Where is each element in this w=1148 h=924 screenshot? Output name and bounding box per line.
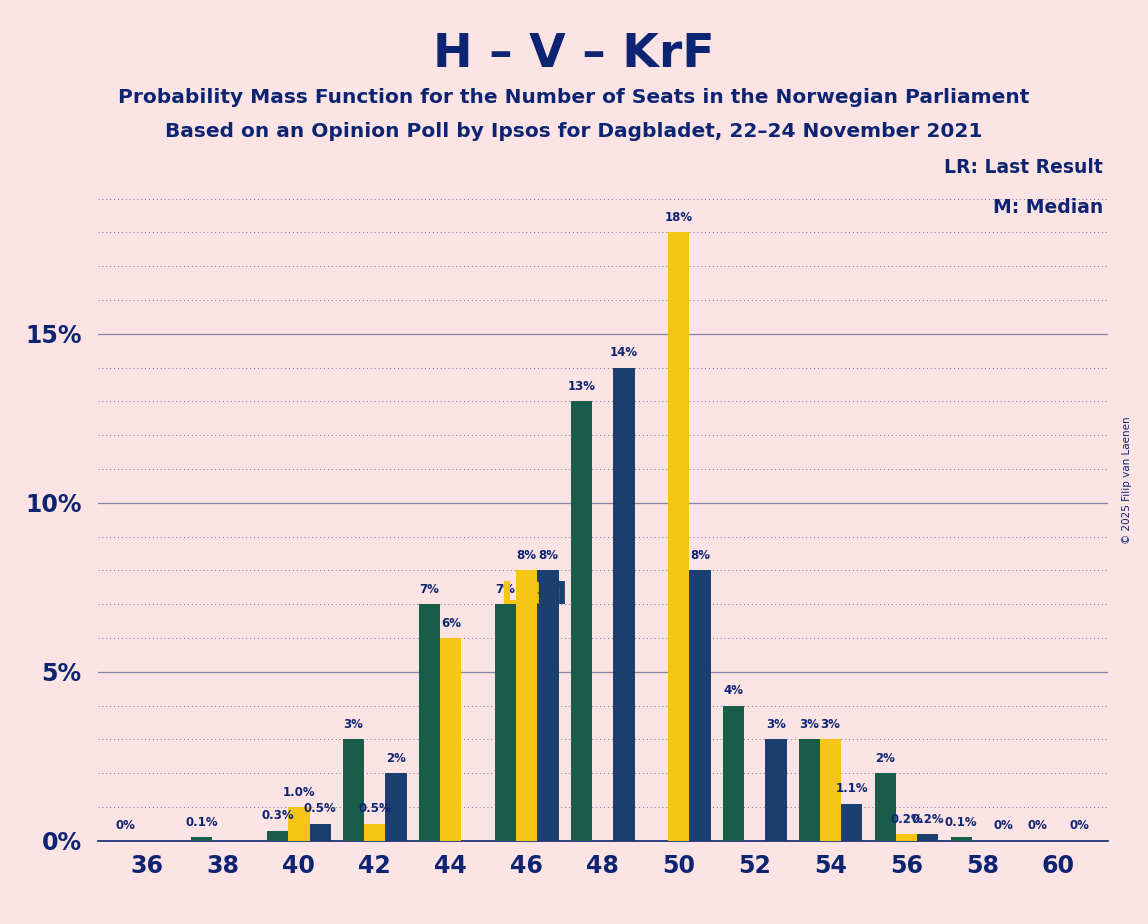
Text: 3%: 3% <box>766 718 786 731</box>
Bar <box>495 604 517 841</box>
Bar <box>723 706 744 841</box>
Bar <box>364 824 386 841</box>
Text: H – V – KrF: H – V – KrF <box>433 32 715 78</box>
Text: 2%: 2% <box>386 752 406 765</box>
Bar <box>288 807 310 841</box>
Text: 8%: 8% <box>690 549 709 562</box>
Text: 1.0%: 1.0% <box>282 785 316 798</box>
Text: 4%: 4% <box>723 684 744 698</box>
Bar <box>419 604 440 841</box>
Text: 18%: 18% <box>665 211 692 224</box>
Text: 0.2%: 0.2% <box>890 812 923 826</box>
Text: 0.2%: 0.2% <box>912 812 944 826</box>
Text: Probability Mass Function for the Number of Seats in the Norwegian Parliament: Probability Mass Function for the Number… <box>118 88 1030 107</box>
Text: 7%: 7% <box>496 583 515 596</box>
Text: 7%: 7% <box>419 583 440 596</box>
Bar <box>613 368 635 841</box>
Text: 2%: 2% <box>875 752 895 765</box>
Bar <box>537 570 559 841</box>
Bar <box>440 638 461 841</box>
Text: 0%: 0% <box>994 820 1014 833</box>
Text: 0.3%: 0.3% <box>262 809 294 822</box>
Text: 6%: 6% <box>441 616 460 629</box>
Text: 0.1%: 0.1% <box>945 816 978 829</box>
Text: LR: Last Result: LR: Last Result <box>944 158 1103 177</box>
Bar <box>951 837 972 841</box>
Bar <box>917 834 938 841</box>
Bar <box>571 401 592 841</box>
Text: 0%: 0% <box>116 820 135 833</box>
Text: 1.1%: 1.1% <box>836 783 868 796</box>
Text: 0%: 0% <box>1027 820 1047 833</box>
Bar <box>895 834 917 841</box>
Text: 0.5%: 0.5% <box>304 802 336 816</box>
Bar <box>386 773 406 841</box>
Bar <box>267 831 288 841</box>
Text: 8%: 8% <box>517 549 537 562</box>
Bar <box>668 232 689 841</box>
Bar <box>820 739 841 841</box>
Bar <box>517 570 537 841</box>
Text: 3%: 3% <box>799 718 820 731</box>
Text: 14%: 14% <box>610 346 638 359</box>
Bar <box>875 773 895 841</box>
Text: 3%: 3% <box>821 718 840 731</box>
Bar <box>191 837 212 841</box>
Bar <box>766 739 786 841</box>
Bar <box>841 804 862 841</box>
Text: 3%: 3% <box>343 718 364 731</box>
Text: 0%: 0% <box>1070 820 1089 833</box>
Text: M: M <box>535 580 567 611</box>
Text: 8%: 8% <box>538 549 558 562</box>
Bar <box>799 739 820 841</box>
Text: 13%: 13% <box>567 380 596 393</box>
Bar <box>689 570 711 841</box>
Text: 0.1%: 0.1% <box>185 816 218 829</box>
Text: 0.5%: 0.5% <box>358 802 391 816</box>
Text: M: Median: M: Median <box>993 198 1103 217</box>
Text: LR: LR <box>501 580 545 611</box>
Text: © 2025 Filip van Laenen: © 2025 Filip van Laenen <box>1123 417 1132 544</box>
Bar <box>310 824 331 841</box>
Text: Based on an Opinion Poll by Ipsos for Dagbladet, 22–24 November 2021: Based on an Opinion Poll by Ipsos for Da… <box>165 122 983 141</box>
Bar <box>343 739 364 841</box>
